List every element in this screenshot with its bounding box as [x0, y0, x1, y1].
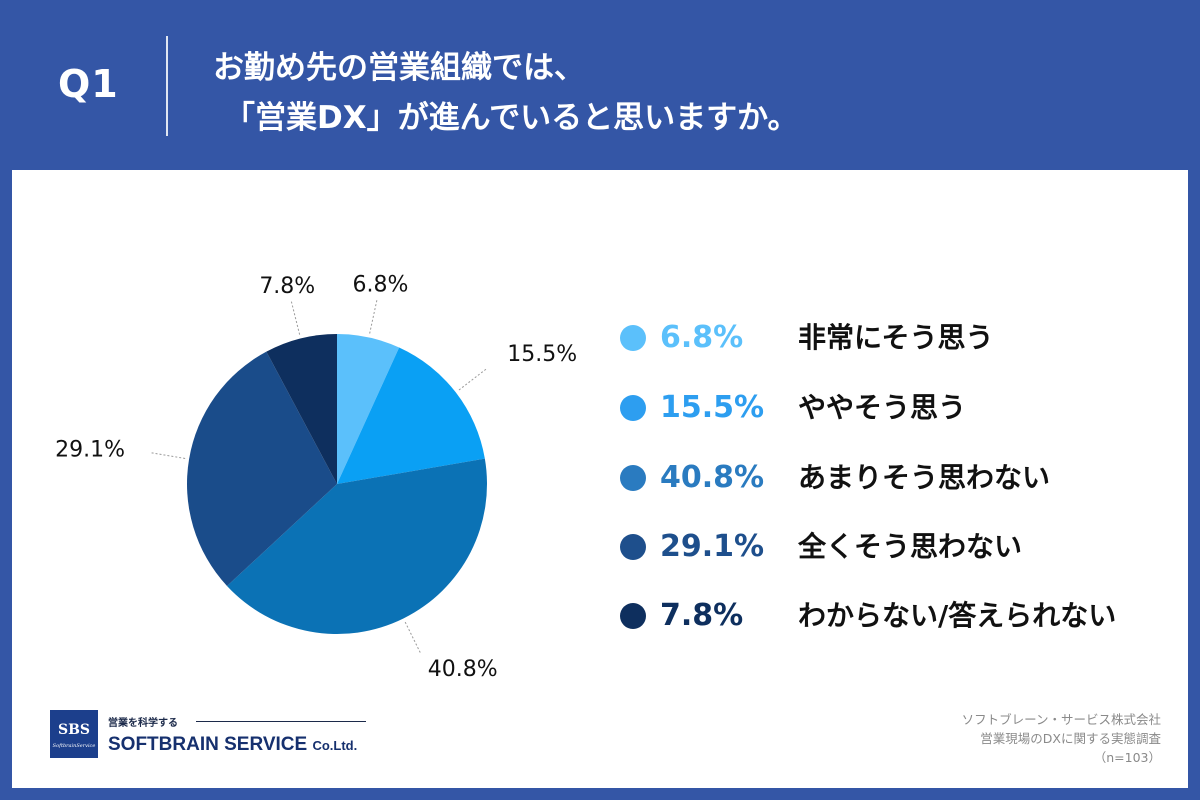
pie-slice: [266, 334, 337, 484]
logo-tagline: 営業を科学する: [108, 718, 178, 729]
question-title-line-2: 「営業DX」が進んでいると思いますか。: [224, 100, 799, 136]
legend-percentage: 6.8%: [660, 320, 744, 355]
legend-percentage: 40.8%: [660, 460, 765, 495]
company-logo: SBS SoftbrainService 営業を科学する SOFTBRAIN S…: [50, 710, 370, 770]
logo-rule: [196, 721, 366, 722]
legend-dot: [620, 603, 646, 629]
header: Q1 お勤め先の営業組織では、 「営業DX」が進んでいると思いますか。: [0, 0, 1200, 170]
logo-brand-suffix: Co.Ltd.: [312, 738, 358, 753]
legend-label: 全くそう思わない: [798, 530, 1023, 563]
pie-slice: [227, 458, 487, 634]
logo-mark: SBS SoftbrainService: [50, 710, 98, 758]
question-label: Q1: [58, 62, 119, 106]
source-company: ソフトブレーン・サービス株式会社: [961, 712, 1161, 727]
pie-data-label: 29.1%: [55, 437, 125, 462]
source-note: ソフトブレーン・サービス株式会社 営業現場のDXに関する実態調査 （n=103）: [962, 710, 1161, 767]
pie-data-label: 15.5%: [507, 342, 577, 367]
pie-leader-line: [404, 621, 421, 653]
pie-leader-line: [290, 301, 301, 335]
legend-dot: [620, 395, 646, 421]
logo-brand-main: SOFTBRAIN SERVICE: [108, 734, 313, 755]
legend-label: わからない/答えられない: [798, 599, 1117, 632]
pie-slice: [337, 334, 400, 484]
logo-brand: SOFTBRAIN SERVICE Co.Ltd.: [108, 734, 357, 756]
pie-slice: [186, 351, 337, 586]
legend-label: あまりそう思わない: [798, 461, 1051, 494]
question-title-line-1: お勤め先の営業組織では、: [213, 50, 585, 86]
legend-dot: [620, 465, 646, 491]
source-survey: 営業現場のDXに関する実態調査: [980, 731, 1161, 746]
chart-panel: 6.8% 15.5% 40.8% 29.1% 7.8% 6.8% 非常にそう思う 15.…: [12, 170, 1188, 788]
logo-mark-subtext: SoftbrainService: [52, 743, 96, 749]
legend-percentage: 7.8%: [660, 598, 744, 633]
pie-leader-line: [458, 368, 487, 391]
legend-dot: [620, 325, 646, 351]
pie-slice: [337, 347, 485, 484]
pie-data-label: 7.8%: [259, 274, 315, 299]
legend-percentage: 29.1%: [660, 529, 765, 564]
legend-label: 非常にそう思う: [798, 321, 994, 354]
pie-data-label: 6.8%: [353, 273, 409, 298]
pie-leader-line: [369, 300, 378, 334]
legend-percentage: 15.5%: [660, 390, 765, 425]
pie-data-label: 40.8%: [428, 657, 498, 682]
logo-mark-text: SBS: [57, 722, 91, 738]
pie-chart: 6.8% 15.5% 40.8% 29.1% 7.8%: [55, 273, 577, 682]
pie-leader-line: [151, 452, 186, 459]
header-divider: [166, 36, 168, 136]
legend-dot: [620, 534, 646, 560]
legend-label: ややそう思う: [798, 391, 967, 424]
source-sample: （n=103）: [1093, 750, 1161, 765]
